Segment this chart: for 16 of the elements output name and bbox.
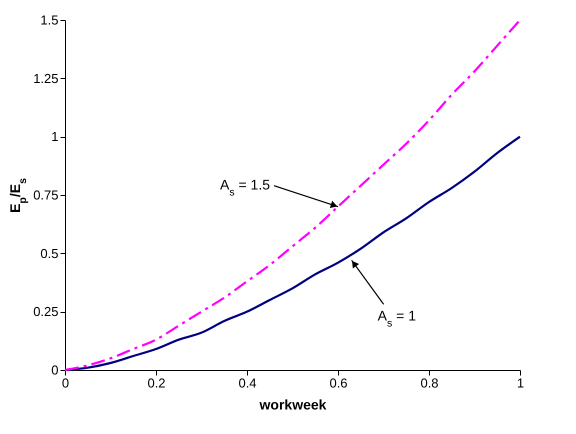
x-tick-label: 0.8 [420, 376, 439, 390]
y-tick-label: 0.5 [40, 246, 58, 261]
x-tick-label: 1 [516, 376, 524, 390]
x-axis-title: workweek [258, 396, 327, 412]
annotation: A$_{s}$ = 1.5 [220, 176, 270, 199]
x-tick-label: 0.4 [238, 376, 257, 390]
y-tick-label: 0 [51, 362, 58, 378]
x-tick-label: 0 [62, 376, 70, 390]
y-tick-label: 1.5 [40, 12, 58, 28]
annotation: A$_{s}$ = 1 [378, 307, 416, 330]
y-tick-label: 1 [51, 129, 58, 144]
y-tick-label: 0.75 [33, 188, 58, 202]
y-tick-label: 1.25 [33, 70, 58, 86]
x-tick-label: 0.2 [147, 376, 166, 390]
x-tick-label: 0.6 [329, 376, 348, 390]
y-tick-label: 0.25 [33, 304, 58, 320]
